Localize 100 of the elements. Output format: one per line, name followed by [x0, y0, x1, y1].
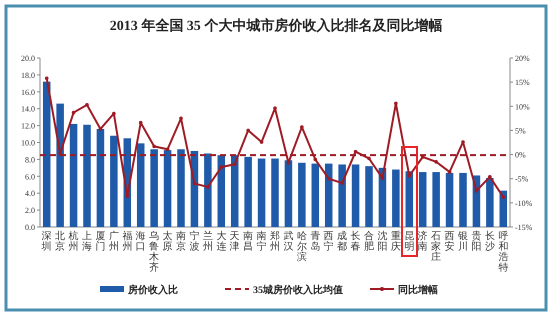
x-tick-label: 乌鲁木齐	[149, 230, 160, 274]
x-tick-label: 武汉	[283, 230, 294, 252]
point	[326, 176, 331, 181]
bar	[378, 168, 386, 227]
y-tick-label: 18.0	[21, 70, 35, 80]
x-tick-label: 厦门	[95, 231, 106, 252]
y-tick-label: 4.0	[25, 189, 35, 198]
y-tick-label: 20.0	[21, 54, 35, 63]
point	[219, 165, 224, 169]
bar	[83, 124, 91, 227]
bar	[271, 158, 279, 227]
legend-label: 房价收入比	[127, 284, 178, 296]
point	[434, 160, 438, 164]
bar	[258, 158, 266, 227]
point	[58, 152, 62, 156]
y2-tick-label: 20%	[515, 54, 530, 63]
y2-tick-label: 0%	[515, 150, 526, 160]
point	[501, 195, 506, 199]
x-tick-label: 北京	[55, 230, 66, 252]
y2-tick-label: 15%	[515, 78, 530, 88]
bar	[459, 172, 467, 227]
bar	[204, 153, 212, 227]
point	[448, 170, 452, 174]
x-tick-label: 长春	[350, 230, 361, 252]
point	[461, 140, 465, 144]
point	[380, 176, 384, 180]
y2-tick-label: 10%	[515, 102, 530, 112]
x-tick-label: 上海	[82, 230, 92, 252]
y2-tick-label: 5%	[515, 126, 526, 136]
bar	[500, 190, 508, 227]
bar	[298, 162, 306, 227]
bar	[230, 155, 238, 227]
x-tick-label: 天津	[230, 231, 240, 252]
x-tick-label: 南昌	[243, 230, 254, 252]
x-tick-label: 福州	[122, 230, 132, 252]
x-tick-label: 西宁	[324, 231, 334, 252]
x-tick-label: 杭州	[68, 230, 79, 252]
point	[300, 125, 304, 129]
y2-tick-label: -5%	[515, 174, 529, 184]
bar	[164, 150, 172, 227]
x-tick-label: 西安	[444, 231, 455, 252]
point	[340, 181, 344, 185]
y-tick-label: 2.0	[25, 206, 35, 216]
y-tick-label: 12.0	[21, 122, 35, 131]
bar	[446, 172, 454, 227]
x-tick-label: 合肥	[364, 230, 374, 252]
point	[125, 194, 130, 198]
point	[85, 103, 89, 107]
point	[232, 162, 237, 166]
x-tick-label: 南宁	[256, 230, 267, 252]
bar	[365, 166, 373, 227]
x-tick-label: 呼和浩特	[498, 230, 508, 274]
y2-tick-label: -15%	[515, 223, 533, 232]
chart-title: 2013 年全国 35 个大中城市房价收入比排名及同比增幅	[110, 17, 442, 34]
point	[112, 112, 116, 116]
y-tick-label: 14.0	[21, 104, 35, 114]
x-tick-label: 郑州	[270, 230, 280, 252]
x-tick-label: 沈阳	[377, 230, 388, 252]
y-tick-label: 10.0	[21, 138, 35, 148]
bar	[486, 178, 494, 227]
bar	[406, 171, 414, 227]
bar	[136, 143, 144, 227]
x-tick-label: 太原	[162, 230, 173, 252]
y-tick-label: 6.0	[25, 172, 35, 182]
bar	[150, 149, 158, 227]
point	[313, 158, 318, 162]
bar	[352, 164, 360, 227]
bar	[284, 160, 292, 227]
bar	[338, 164, 346, 227]
x-tick-label: 银川	[457, 231, 468, 252]
x-tick-label: 济南	[418, 230, 428, 252]
point	[138, 120, 143, 125]
bar	[418, 172, 426, 227]
y2-tick-label: -10%	[515, 198, 533, 208]
x-tick-label: 长沙	[484, 230, 495, 252]
point	[166, 147, 170, 152]
point	[246, 128, 250, 132]
point	[273, 106, 277, 110]
bar	[56, 104, 64, 227]
x-tick-label: 深圳	[40, 230, 52, 252]
point	[488, 174, 492, 179]
point	[394, 102, 398, 106]
bar	[96, 128, 104, 227]
point	[152, 144, 156, 148]
y-tick-label: 0.0	[25, 223, 35, 232]
x-tick-label: 海口	[136, 230, 146, 252]
bar	[432, 172, 440, 227]
bar	[312, 164, 320, 227]
x-tick-label: 南京	[176, 230, 186, 252]
x-tick-label: 青岛	[310, 230, 320, 252]
bar	[392, 170, 400, 227]
x-tick-label: 大连	[216, 230, 226, 252]
bar	[110, 136, 118, 227]
point	[192, 182, 196, 186]
legend-label: 35城房价收入比均值	[253, 284, 343, 296]
point	[260, 140, 264, 144]
bar	[70, 124, 78, 227]
point	[72, 110, 76, 114]
point	[44, 76, 49, 80]
bar	[324, 164, 332, 227]
